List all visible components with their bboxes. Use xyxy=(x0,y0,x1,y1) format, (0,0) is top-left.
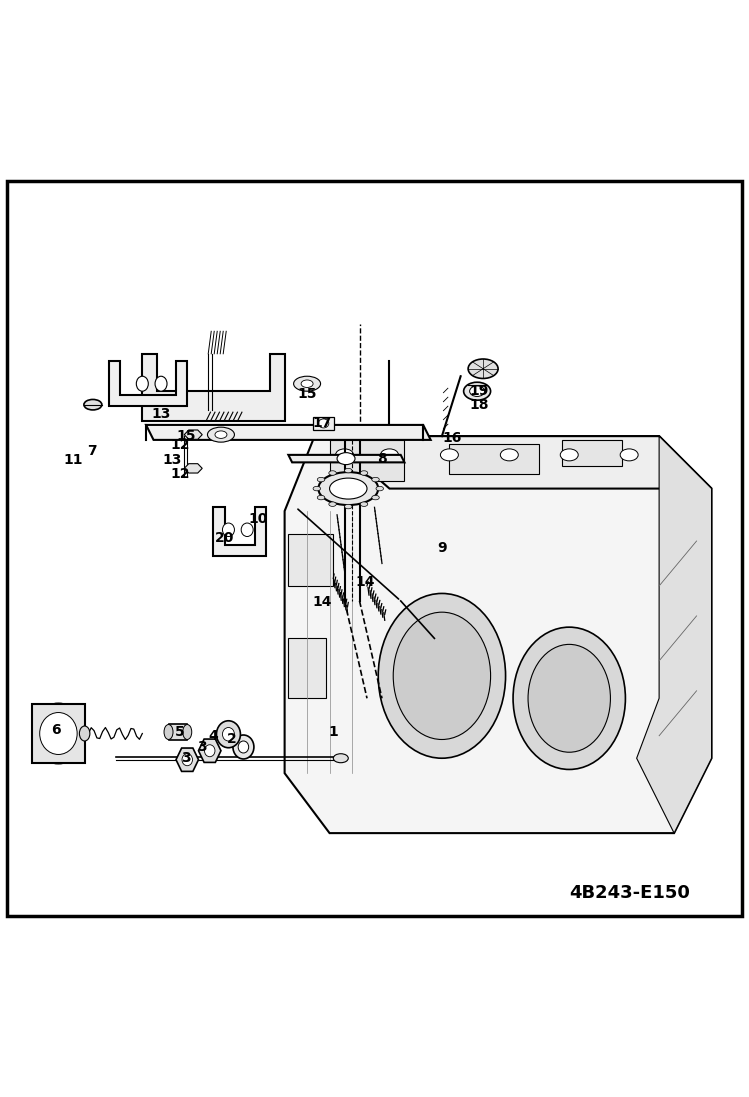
Bar xyxy=(288,638,326,699)
Ellipse shape xyxy=(216,721,240,748)
Polygon shape xyxy=(213,507,266,556)
Polygon shape xyxy=(109,361,187,406)
Text: 3: 3 xyxy=(198,740,207,754)
Ellipse shape xyxy=(376,486,383,490)
Ellipse shape xyxy=(360,471,368,475)
Text: 13: 13 xyxy=(151,407,171,420)
Ellipse shape xyxy=(183,724,192,739)
Ellipse shape xyxy=(233,735,254,759)
Ellipse shape xyxy=(468,359,498,378)
Ellipse shape xyxy=(528,644,610,753)
Text: 15: 15 xyxy=(176,429,195,443)
Ellipse shape xyxy=(238,740,249,753)
Bar xyxy=(32,703,85,764)
Bar xyxy=(562,440,622,466)
Polygon shape xyxy=(184,430,202,439)
Ellipse shape xyxy=(513,627,625,769)
Text: 6: 6 xyxy=(52,723,61,737)
Ellipse shape xyxy=(301,380,313,387)
Ellipse shape xyxy=(215,431,227,439)
Ellipse shape xyxy=(500,449,518,461)
Polygon shape xyxy=(198,739,221,762)
Ellipse shape xyxy=(164,724,173,739)
Ellipse shape xyxy=(380,449,398,461)
Text: 12: 12 xyxy=(170,466,189,480)
Ellipse shape xyxy=(372,496,379,500)
Text: 9: 9 xyxy=(437,542,446,555)
Ellipse shape xyxy=(32,703,85,764)
Ellipse shape xyxy=(470,386,485,396)
Ellipse shape xyxy=(329,502,336,507)
Text: 10: 10 xyxy=(249,511,268,525)
Text: 4B243-E150: 4B243-E150 xyxy=(568,884,690,902)
Polygon shape xyxy=(285,437,712,833)
Text: 2: 2 xyxy=(227,733,237,746)
Ellipse shape xyxy=(294,376,321,392)
Polygon shape xyxy=(142,353,285,421)
Text: 14: 14 xyxy=(312,596,332,610)
Text: 3: 3 xyxy=(181,751,190,766)
Bar xyxy=(449,443,539,474)
Ellipse shape xyxy=(318,472,378,505)
Ellipse shape xyxy=(318,419,329,428)
Ellipse shape xyxy=(360,502,368,507)
Polygon shape xyxy=(176,748,198,771)
Text: 18: 18 xyxy=(470,398,489,411)
Ellipse shape xyxy=(84,399,102,410)
Polygon shape xyxy=(637,437,712,833)
Ellipse shape xyxy=(372,477,379,482)
Text: 1: 1 xyxy=(328,725,339,739)
Ellipse shape xyxy=(329,471,336,475)
Polygon shape xyxy=(288,455,404,462)
Text: 13: 13 xyxy=(163,453,182,467)
Ellipse shape xyxy=(313,486,321,490)
Text: 16: 16 xyxy=(442,431,461,444)
Ellipse shape xyxy=(318,496,325,500)
Bar xyxy=(313,417,334,430)
Bar xyxy=(288,533,333,586)
Text: 7: 7 xyxy=(88,444,97,459)
Ellipse shape xyxy=(337,453,355,465)
Text: 5: 5 xyxy=(175,725,185,739)
Ellipse shape xyxy=(207,427,234,442)
Ellipse shape xyxy=(393,612,491,739)
Text: 11: 11 xyxy=(64,453,83,467)
Ellipse shape xyxy=(336,449,354,461)
Text: 17: 17 xyxy=(312,416,332,430)
Ellipse shape xyxy=(318,477,325,482)
Ellipse shape xyxy=(345,505,352,509)
Ellipse shape xyxy=(136,376,148,392)
Polygon shape xyxy=(330,437,712,488)
Text: 14: 14 xyxy=(355,575,374,589)
Text: 8: 8 xyxy=(377,452,387,465)
Ellipse shape xyxy=(155,376,167,392)
Polygon shape xyxy=(146,425,431,440)
Ellipse shape xyxy=(241,523,253,536)
Text: 4: 4 xyxy=(208,728,219,743)
Bar xyxy=(169,724,187,740)
Ellipse shape xyxy=(79,726,90,740)
Ellipse shape xyxy=(182,754,192,766)
Ellipse shape xyxy=(464,382,491,400)
Ellipse shape xyxy=(378,593,506,758)
Ellipse shape xyxy=(560,449,578,461)
Text: 19: 19 xyxy=(470,384,489,398)
Ellipse shape xyxy=(345,468,352,473)
Bar xyxy=(330,440,404,482)
Text: 12: 12 xyxy=(170,438,189,452)
Ellipse shape xyxy=(204,745,215,757)
Ellipse shape xyxy=(620,449,638,461)
Ellipse shape xyxy=(440,449,458,461)
Ellipse shape xyxy=(222,523,234,536)
Text: 20: 20 xyxy=(215,531,234,545)
Polygon shape xyxy=(184,464,202,473)
Text: 15: 15 xyxy=(297,387,317,402)
Ellipse shape xyxy=(40,713,77,755)
Ellipse shape xyxy=(222,727,234,740)
Ellipse shape xyxy=(330,478,367,499)
Ellipse shape xyxy=(333,754,348,762)
